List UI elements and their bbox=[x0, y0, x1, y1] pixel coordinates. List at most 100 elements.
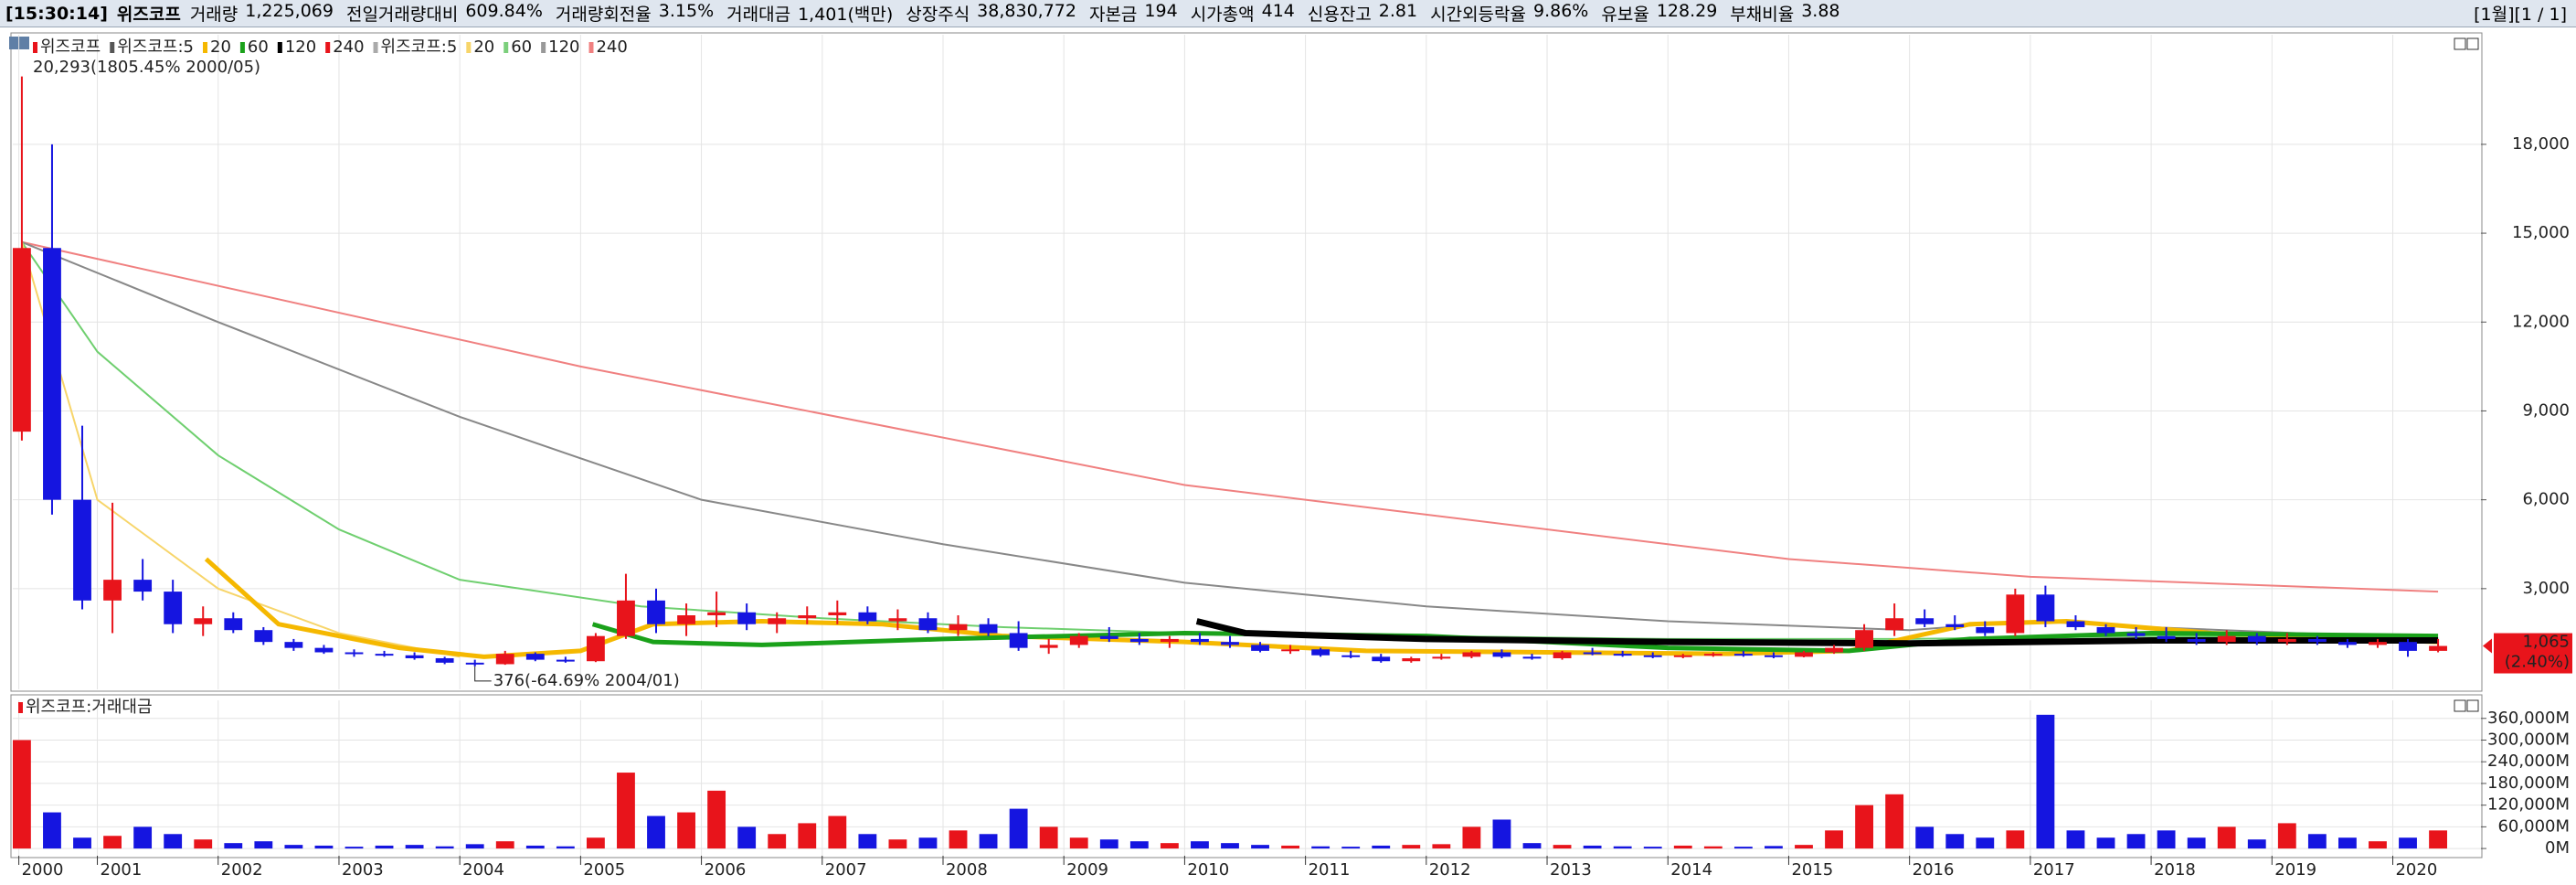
candle-body bbox=[1160, 638, 1179, 643]
field-value: 3.15% bbox=[658, 1, 715, 21]
volume-bar bbox=[1462, 826, 1481, 849]
candle-body bbox=[768, 618, 787, 624]
volume-bar bbox=[1492, 819, 1511, 849]
volume-bar bbox=[73, 837, 91, 849]
volume-bar bbox=[1432, 844, 1451, 849]
candle-body bbox=[1129, 638, 1149, 643]
volume-bar bbox=[1039, 826, 1058, 849]
legend-swatch bbox=[373, 42, 378, 53]
x-tick-label: 2020 bbox=[2395, 860, 2437, 880]
legend-label: 20 bbox=[473, 37, 494, 57]
high-note: 20,293(1805.45% 2000/05) bbox=[33, 58, 260, 77]
candle-body bbox=[707, 612, 726, 616]
y-tick-label: 15,000 bbox=[2512, 223, 2570, 242]
volume-bar bbox=[2337, 837, 2357, 849]
candle-body bbox=[1976, 626, 1995, 634]
y-tick-label: 240,000M bbox=[2487, 752, 2570, 771]
volume-bar bbox=[314, 845, 334, 849]
candle-body bbox=[1251, 645, 1269, 651]
volume-bar bbox=[2399, 837, 2417, 849]
last-change: (2.40%) bbox=[2505, 653, 2570, 672]
low-note: 376(-64.69% 2004/01) bbox=[493, 671, 680, 690]
y-tick-label: 300,000M bbox=[2487, 730, 2570, 749]
volume-bar bbox=[2429, 830, 2447, 849]
panel-button[interactable] bbox=[2454, 37, 2466, 50]
field-label: 시가총액 bbox=[1190, 5, 1255, 25]
x-tick-label: 2016 bbox=[1913, 860, 1955, 880]
candle-body bbox=[1372, 656, 1391, 662]
candle-body bbox=[586, 635, 605, 662]
field-value: 194 bbox=[1144, 1, 1178, 21]
legend-label: 60 bbox=[511, 37, 532, 57]
field-label: 부채비율 bbox=[1730, 5, 1795, 25]
field-label: 신용잔고 bbox=[1307, 5, 1372, 25]
volume-bar bbox=[798, 823, 817, 849]
volume-bar bbox=[1583, 845, 1602, 849]
candle-body bbox=[1885, 618, 1904, 631]
candle-body bbox=[1462, 652, 1481, 657]
volume-bar bbox=[164, 834, 183, 849]
field-value: 609.84% bbox=[465, 1, 543, 21]
panel-button[interactable] bbox=[2466, 699, 2479, 712]
candle-body bbox=[525, 654, 545, 660]
candle-body bbox=[888, 618, 907, 622]
volume-bar bbox=[1341, 847, 1361, 849]
candle-body bbox=[1099, 635, 1118, 639]
legend-swatch bbox=[18, 702, 23, 713]
candle-body bbox=[1765, 655, 1783, 657]
legend-label: 60 bbox=[248, 37, 269, 57]
legend-swatch bbox=[504, 42, 509, 53]
candle-body bbox=[1825, 647, 1843, 653]
candle-body bbox=[2429, 645, 2447, 651]
panel-button[interactable] bbox=[2466, 37, 2479, 50]
candle-body bbox=[2217, 635, 2236, 643]
volume-bar bbox=[1733, 847, 1753, 849]
candle-body bbox=[435, 657, 454, 663]
x-tick-label: 2015 bbox=[1791, 860, 1833, 880]
panel-button[interactable] bbox=[2454, 699, 2466, 712]
volume-bar bbox=[495, 841, 514, 849]
field-value: 414 bbox=[1261, 1, 1295, 21]
candle-body bbox=[2369, 642, 2387, 645]
x-tick-label: 2010 bbox=[1187, 860, 1229, 880]
legend-label: 위즈코프 bbox=[40, 37, 101, 57]
candle-body bbox=[1945, 624, 1965, 627]
x-tick-label: 2018 bbox=[2154, 860, 2196, 880]
legend-swatch bbox=[325, 42, 331, 53]
volume-bar bbox=[2187, 837, 2206, 849]
volume-panel bbox=[10, 694, 2483, 858]
candle-body bbox=[1191, 638, 1209, 643]
x-tick-label: 2014 bbox=[1670, 860, 1712, 880]
candle-body bbox=[1613, 654, 1632, 656]
volume-bar bbox=[465, 844, 484, 849]
volume-bar bbox=[2217, 826, 2236, 849]
header-bar: [15:30:14] 위즈코프 거래량 1,225,069 전일거래량대비 609.8… bbox=[0, 0, 2576, 27]
y-tick-label: 6,000 bbox=[2522, 490, 2570, 509]
legend-label: 240 bbox=[333, 37, 364, 57]
candle-body bbox=[2277, 638, 2296, 643]
legend-swatch bbox=[588, 42, 594, 53]
candle-body bbox=[73, 499, 91, 601]
y-tick-label: 9,000 bbox=[2522, 400, 2570, 420]
x-tick-label: 2013 bbox=[1550, 860, 1592, 880]
volume-bar bbox=[1311, 846, 1330, 849]
volume-bar bbox=[43, 812, 61, 849]
candle-body bbox=[1855, 630, 1873, 648]
volume-bar bbox=[1160, 843, 1179, 849]
last-price: 1,065 bbox=[2522, 633, 2570, 652]
volume-bar bbox=[435, 846, 454, 849]
volume-bar bbox=[1703, 846, 1723, 849]
volume-bar bbox=[13, 740, 31, 849]
candle-body bbox=[2096, 626, 2115, 634]
stock-name: 위즈코프 bbox=[116, 5, 181, 25]
candle-body bbox=[1009, 633, 1028, 648]
candle-body bbox=[345, 652, 364, 655]
volume-bar bbox=[1099, 839, 1118, 849]
volume-bar bbox=[1613, 846, 1632, 849]
ma-line bbox=[20, 241, 461, 658]
candle-body bbox=[828, 612, 847, 616]
legend-label: 240 bbox=[596, 37, 627, 57]
legend-label: 120 bbox=[285, 37, 316, 57]
candle-body bbox=[617, 600, 635, 636]
y-tick-label: 12,000 bbox=[2512, 312, 2570, 331]
